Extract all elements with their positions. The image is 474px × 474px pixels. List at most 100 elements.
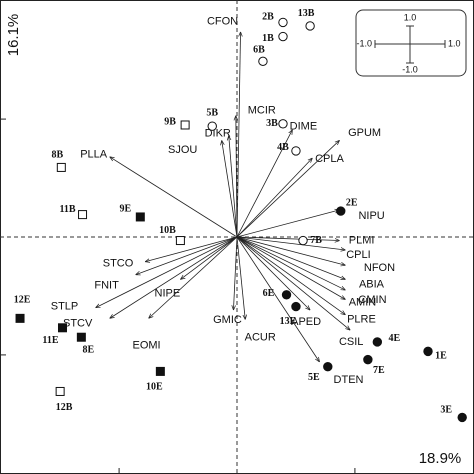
- species-arrow: [236, 236, 345, 279]
- site-marker: [57, 323, 67, 333]
- scale-label: -1.0: [402, 64, 418, 74]
- site-marker: [423, 346, 433, 357]
- site-label: 2E: [346, 197, 358, 208]
- site-label: 10B: [159, 225, 176, 236]
- site-marker: [135, 212, 145, 222]
- site-label: 6E: [263, 288, 275, 299]
- species-label: EOMI: [133, 339, 161, 351]
- site-label: 7B: [310, 235, 322, 246]
- species-label: MCIR: [248, 104, 276, 116]
- site-label: 5B: [206, 107, 218, 118]
- species-arrow: [180, 236, 238, 279]
- species-label: NIPU: [358, 210, 384, 222]
- species-label: STCV: [63, 317, 93, 329]
- site-marker: [155, 366, 165, 376]
- species-arrow: [222, 140, 238, 238]
- y-axis-label: 16.1%: [5, 14, 22, 57]
- site-label: 6B: [253, 45, 265, 56]
- site-label: 11E: [42, 335, 58, 346]
- species-label: AMIN: [349, 296, 377, 308]
- site-marker: [278, 119, 288, 129]
- species-arrow: [236, 236, 340, 241]
- species-arrow: [236, 236, 350, 330]
- species-label: ACUR: [245, 331, 276, 343]
- species-label: NFON: [364, 262, 395, 274]
- species-label: FNIT: [94, 280, 119, 292]
- site-label: 3E: [440, 405, 452, 416]
- species-label: STCO: [103, 258, 134, 270]
- species-arrow: [110, 236, 238, 318]
- site-marker: [278, 31, 288, 42]
- site-marker: [372, 337, 383, 347]
- species-arrow: [236, 236, 345, 290]
- site-label: 7E: [373, 365, 385, 376]
- species-label: DIKR: [205, 128, 231, 140]
- species-arrow: [236, 116, 237, 238]
- species-arrow: [236, 236, 345, 250]
- species-label: GPUM: [348, 127, 381, 139]
- species-label: SJOU: [168, 144, 197, 156]
- species-arrow: [236, 236, 320, 362]
- site-marker: [363, 354, 373, 365]
- species-label: APED: [291, 316, 321, 328]
- scale-label: -1.0: [356, 38, 372, 48]
- species-label: ABIA: [359, 278, 385, 290]
- site-marker: [15, 313, 25, 323]
- site-label: 8E: [83, 345, 95, 356]
- species-arrow: [110, 157, 238, 238]
- site-marker: [336, 206, 346, 216]
- species-label: DIME: [290, 121, 318, 133]
- species-arrow: [149, 236, 238, 318]
- species-label: NIPE: [155, 287, 181, 299]
- site-marker: [291, 146, 301, 156]
- site-marker: [278, 17, 288, 28]
- site-marker: [175, 236, 185, 246]
- site-marker: [56, 162, 66, 172]
- species-label: CMIN: [358, 294, 386, 306]
- species-arrow: [236, 236, 345, 299]
- site-label: 8B: [51, 150, 63, 161]
- site-label: 2B: [262, 12, 274, 23]
- species-arrow: [236, 236, 345, 315]
- species-arrow: [229, 136, 238, 238]
- site-label: 4B: [277, 142, 289, 153]
- site-marker: [291, 301, 301, 312]
- species-label: DTEN: [334, 374, 364, 386]
- site-label: 1E: [435, 351, 447, 362]
- site-marker: [207, 121, 217, 131]
- site-label: 4E: [388, 333, 400, 344]
- species-label: CPLA: [315, 153, 344, 165]
- species-arrow: [236, 32, 241, 238]
- site-label: 5E: [308, 372, 320, 383]
- site-marker: [180, 120, 190, 130]
- site-marker: [281, 290, 292, 300]
- species-arrow: [236, 158, 312, 238]
- site-marker: [55, 386, 65, 396]
- site-marker: [298, 235, 308, 246]
- species-label: STLP: [51, 301, 79, 313]
- species-arrow: [236, 140, 340, 238]
- species-arrow: [136, 236, 238, 275]
- species-label: CFON: [207, 16, 238, 28]
- site-label: 1B: [262, 33, 274, 44]
- species-arrow: [236, 236, 345, 265]
- site-label: 9B: [164, 116, 176, 127]
- scale-inset: 1.0 -1.0 1.0 -1.0: [355, 9, 467, 77]
- site-marker: [258, 56, 268, 67]
- species-label: CSIL: [339, 336, 363, 348]
- site-label: 9E: [119, 203, 131, 214]
- species-arrow: [233, 236, 238, 310]
- site-label: 13E: [280, 316, 297, 327]
- site-marker: [76, 332, 86, 342]
- site-label: 13B: [298, 8, 315, 19]
- species-arrow: [96, 236, 238, 308]
- site-marker: [323, 362, 333, 372]
- site-label: 10E: [146, 382, 163, 393]
- species-label: CPLI: [346, 249, 370, 261]
- species-arrow: [236, 210, 340, 238]
- site-marker: [457, 412, 467, 423]
- species-arrow: [236, 130, 292, 238]
- species-label: PLMI: [349, 234, 375, 246]
- scale-label: 1.0: [448, 38, 461, 48]
